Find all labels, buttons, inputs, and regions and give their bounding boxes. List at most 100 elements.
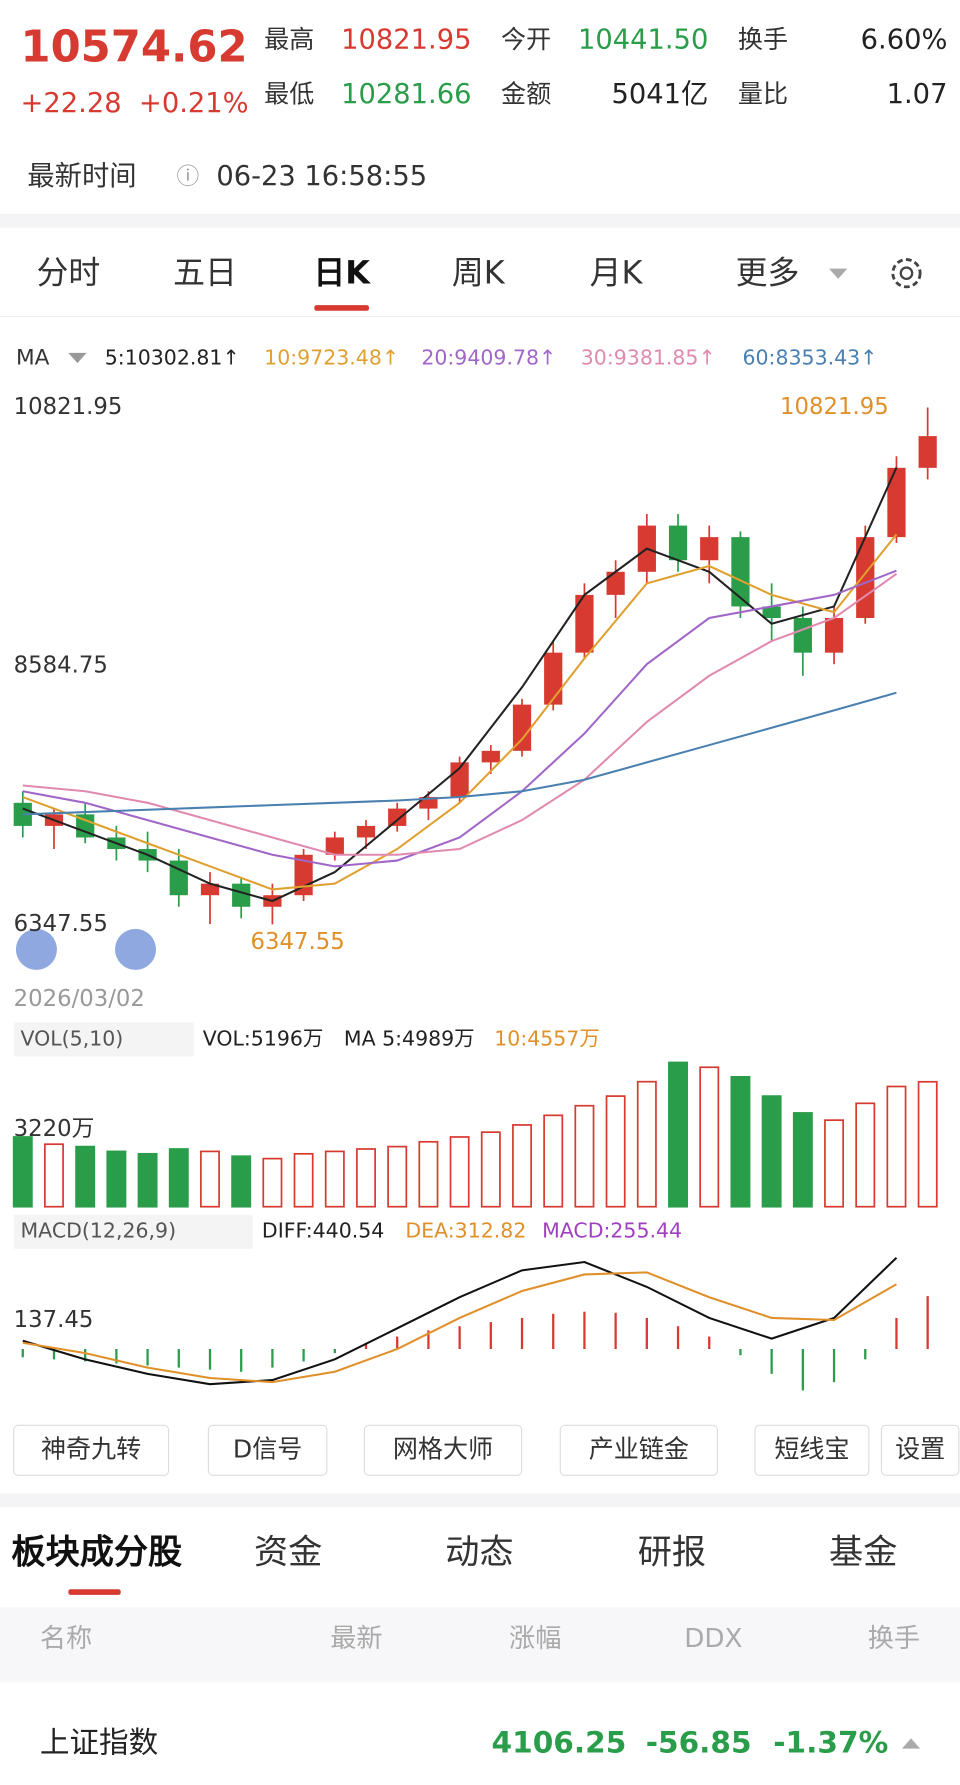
table-cell[interactable]: 上证指数 [40, 1726, 158, 1760]
macd-selector[interactable] [13, 1214, 253, 1249]
dea-text: DEA:312.82 [405, 1219, 526, 1243]
tab[interactable]: 周K [452, 253, 506, 291]
tab[interactable]: 分时 [36, 253, 100, 291]
section-tab[interactable]: 研报 [638, 1532, 706, 1572]
section-tab[interactable]: 资金 [254, 1532, 322, 1572]
volume-bar [636, 1080, 657, 1208]
time-label: 最新时间 [27, 161, 136, 192]
candle-body [793, 617, 812, 653]
volume-bar [12, 1136, 33, 1208]
candle-body [76, 814, 95, 838]
tab[interactable]: 五日 [173, 253, 237, 291]
volume-bar [543, 1114, 564, 1208]
high-note: 10821.95 [780, 394, 889, 420]
ma-legend: 60:8353.43↑ [742, 346, 877, 370]
volume-bar [512, 1124, 532, 1208]
ma-label[interactable]: MA [16, 346, 50, 371]
tool-button[interactable] [363, 1424, 523, 1476]
diff-line [22, 1257, 898, 1386]
field-value: 1.07 [887, 79, 948, 110]
vol-label: VOL(5,10) [20, 1026, 123, 1050]
field-label: 最低 [264, 80, 314, 109]
table-cell: -1.37% [773, 1726, 888, 1760]
candle-body [575, 594, 594, 653]
candle-body [668, 525, 688, 561]
expand-button[interactable] [15, 928, 57, 970]
volume-bar [168, 1148, 189, 1208]
candle-body [606, 571, 625, 595]
dropdown-arrow [829, 268, 848, 279]
vol-selector[interactable] [13, 1022, 194, 1057]
macd-text: MACD:255.44 [542, 1219, 682, 1243]
candle-body [356, 825, 376, 838]
tool-button[interactable] [13, 1424, 170, 1476]
tool-button[interactable] [880, 1424, 960, 1476]
section-tab[interactable]: 基金 [829, 1532, 897, 1572]
candle-body [731, 537, 750, 607]
candle-body [388, 808, 407, 826]
tool-button[interactable] [207, 1424, 328, 1476]
vol-text: VOL:5196万 [203, 1026, 324, 1050]
volume-bar [668, 1061, 689, 1208]
tool-label: 网格大师 [393, 1434, 493, 1463]
settings-icon[interactable] [891, 258, 922, 289]
diff-text: DIFF:440.54 [262, 1219, 384, 1243]
macd-tick-label: 137.45 [14, 1307, 94, 1333]
vol-ma10: 10:4557万 [494, 1026, 600, 1050]
field-label: 量比 [738, 80, 788, 109]
ma-line [22, 691, 897, 816]
volume-bar [137, 1152, 158, 1208]
ma-line [22, 467, 898, 903]
ma-legend: 10:9723.48↑ [264, 346, 399, 370]
candle-body [200, 883, 220, 896]
tab[interactable]: 月K [590, 253, 644, 291]
date: 2026/03/02 [14, 986, 145, 1012]
field-value: 6.60% [861, 24, 948, 55]
section-tab[interactable]: 动态 [445, 1532, 513, 1572]
volume-bar [387, 1145, 408, 1208]
table-cell: -56.85 [646, 1726, 752, 1760]
volume-bar [356, 1148, 376, 1208]
field-value: 10281.66 [341, 79, 471, 110]
field-label: 最高 [264, 25, 314, 54]
separator [0, 1493, 960, 1508]
volume-bar [418, 1140, 439, 1208]
y-tick-label: 10821.95 [14, 394, 123, 420]
time: 06-23 16:58:55 [216, 161, 427, 192]
ma-line [22, 569, 897, 868]
tool-label: 短线宝 [774, 1434, 849, 1463]
volume-bar [106, 1150, 127, 1208]
table-header: 最新 [330, 1624, 382, 1654]
tool-label: 产业链金 [589, 1434, 689, 1463]
y-tick-label: 6347.55 [14, 911, 108, 937]
tab-indicator [68, 1589, 121, 1595]
volume-bar [761, 1095, 782, 1208]
tab-indicator [314, 305, 369, 311]
dea-line [22, 1271, 897, 1384]
candle-body [512, 704, 532, 751]
table-cell: 4106.25 [492, 1726, 627, 1760]
vol-ma5: MA 5:4989万 [344, 1026, 475, 1050]
table-header: 涨幅 [509, 1624, 561, 1654]
low-note: 6347.55 [251, 929, 345, 955]
volume-bar [855, 1102, 876, 1208]
field-label: 换手 [738, 25, 788, 54]
tool-button[interactable] [559, 1424, 719, 1476]
dropdown-arrow [68, 352, 87, 364]
volume-bar [231, 1155, 252, 1208]
fullscreen-button[interactable] [115, 928, 157, 970]
volume-bar [574, 1104, 595, 1208]
price: 10574.62 [20, 23, 247, 73]
candle-body [856, 537, 875, 618]
volume-bar [262, 1157, 283, 1208]
tool-button[interactable] [754, 1424, 870, 1476]
volume-bar [480, 1131, 501, 1208]
candle-body [918, 436, 937, 468]
tab[interactable]: 日K [313, 253, 371, 291]
tab[interactable]: 更多 [736, 253, 800, 291]
field-value: 10441.50 [578, 24, 708, 55]
section-tab[interactable]: 板块成分股 [11, 1532, 182, 1572]
